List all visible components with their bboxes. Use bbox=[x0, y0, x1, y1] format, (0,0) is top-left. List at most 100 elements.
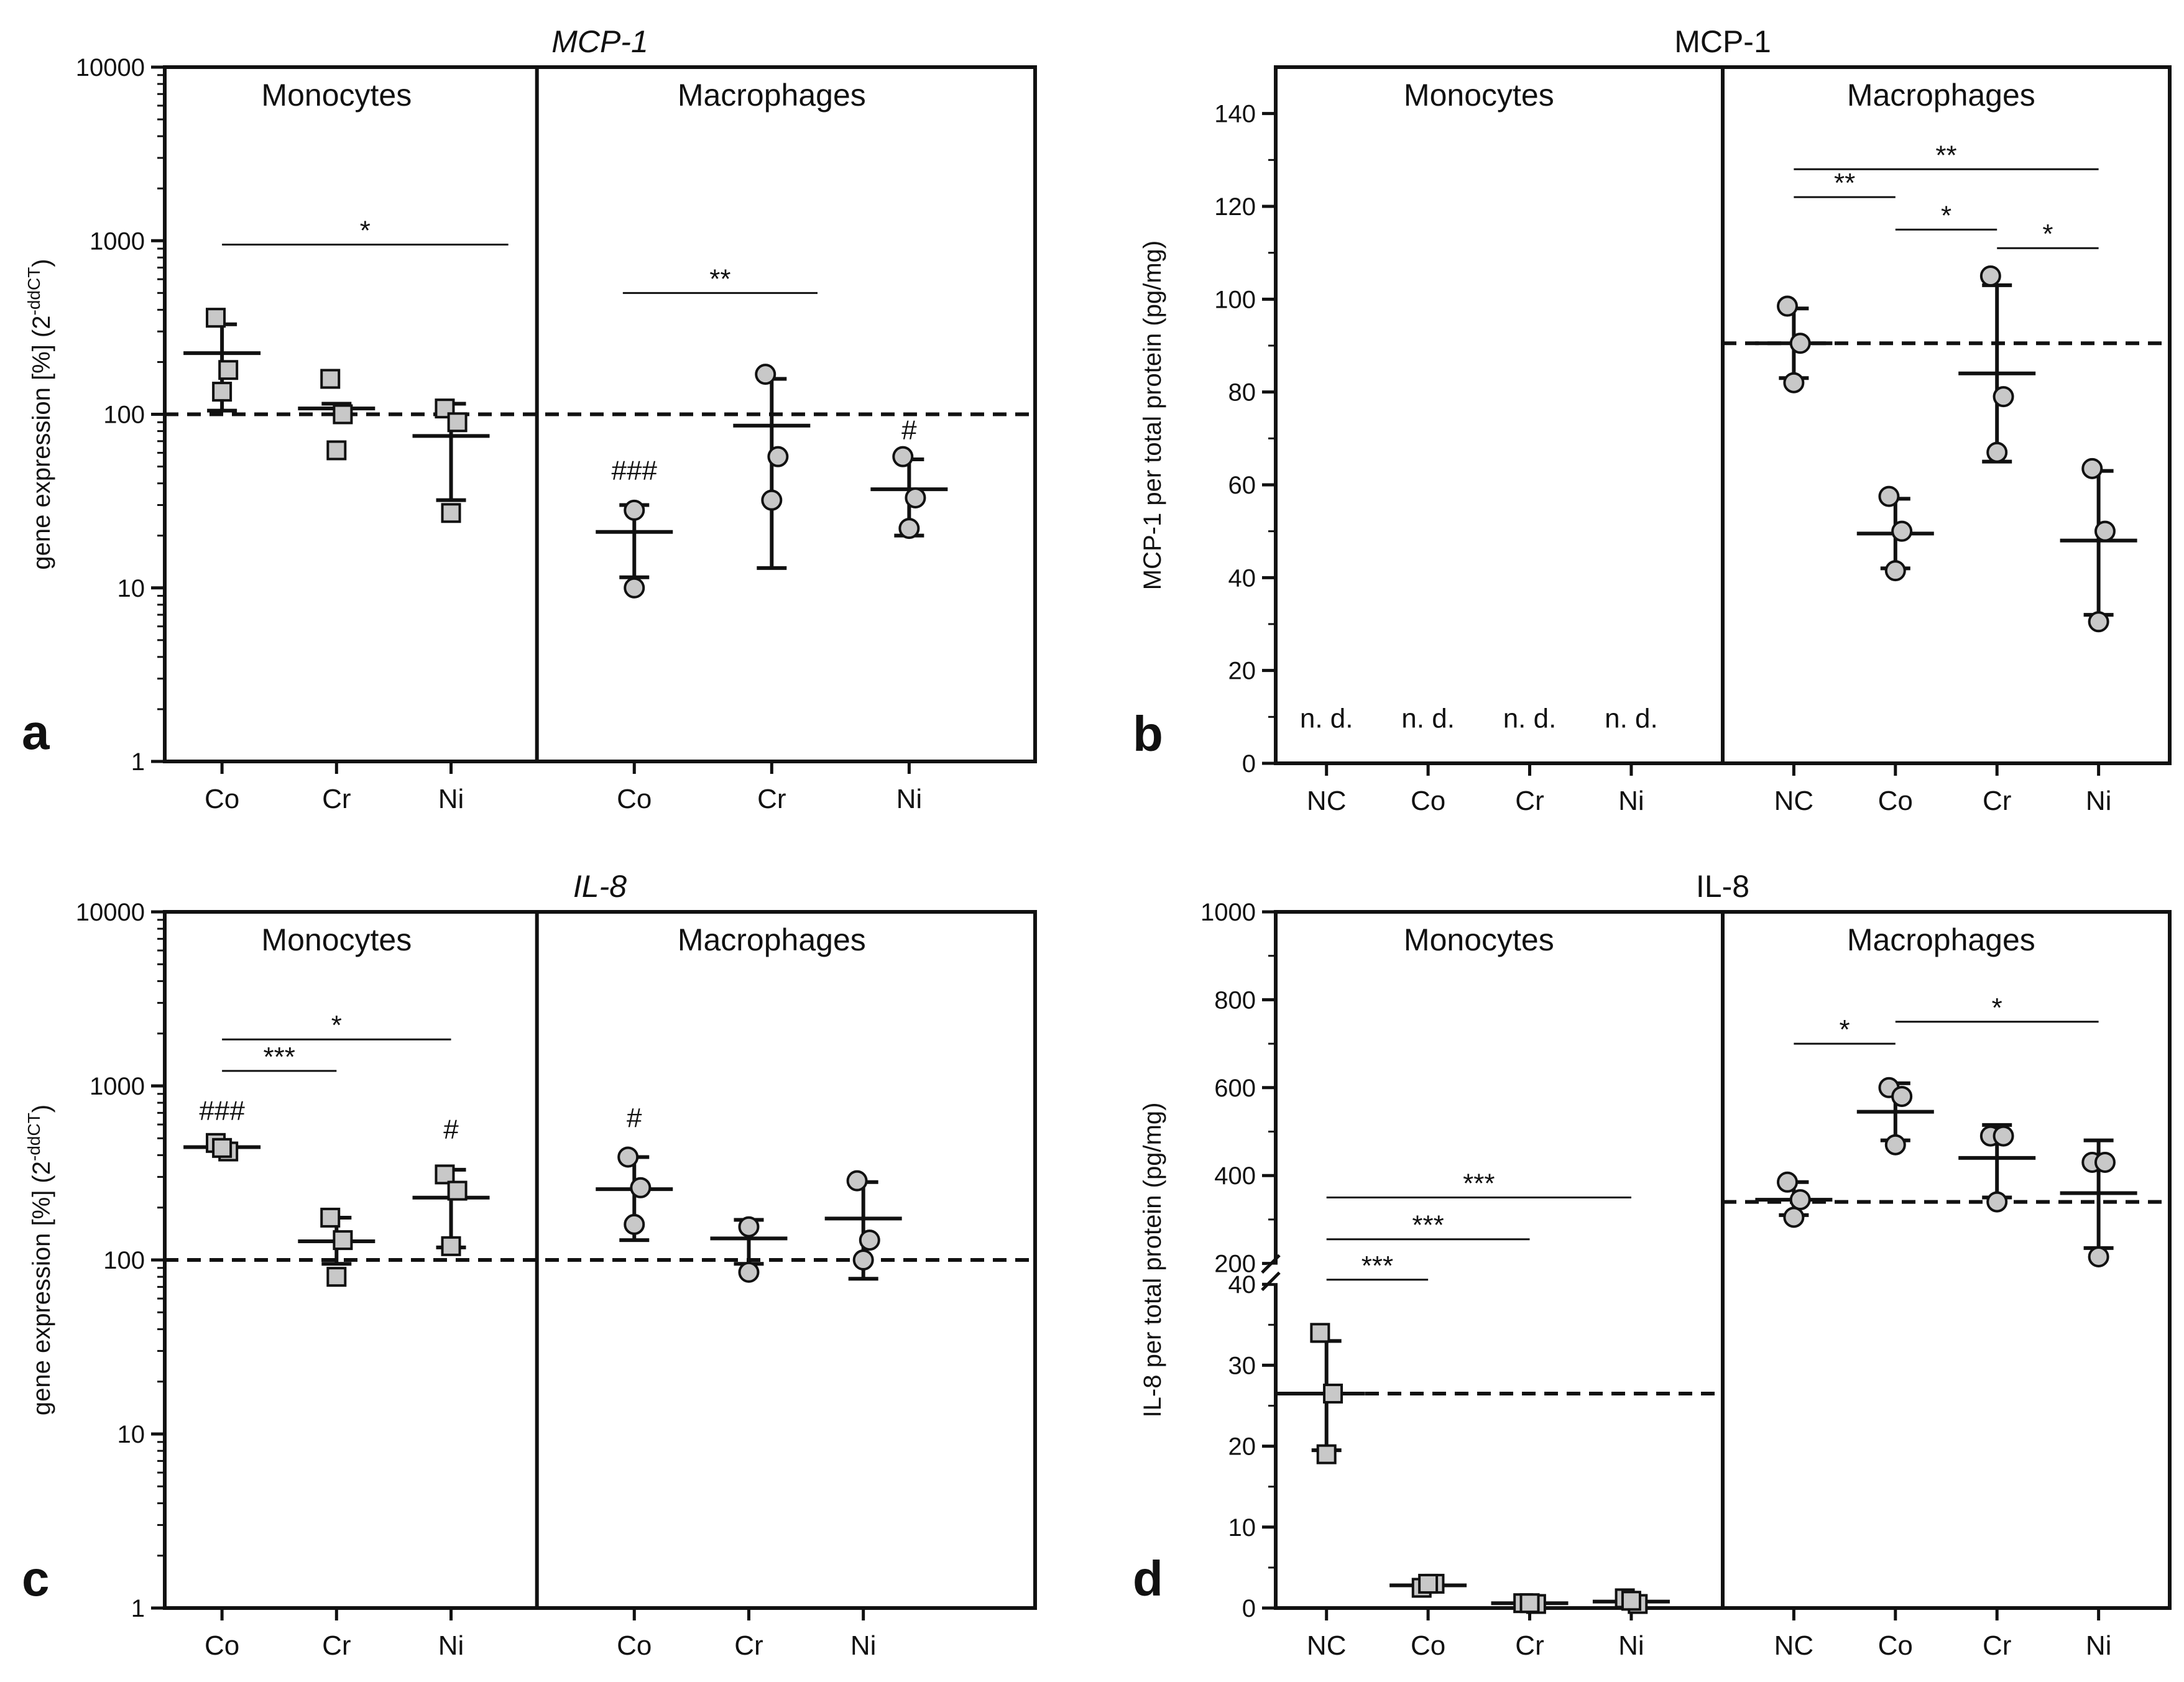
data-series bbox=[1592, 1588, 1670, 1614]
data-point-circle bbox=[1884, 560, 1906, 582]
y-tick-label: 10000 bbox=[76, 54, 145, 81]
data-point-square bbox=[447, 1180, 468, 1201]
group-label: Macrophages bbox=[1847, 78, 2035, 113]
data-series bbox=[1856, 1077, 1934, 1156]
significance-label: *** bbox=[1362, 1251, 1393, 1281]
data-point-circle bbox=[892, 446, 914, 467]
data-point-circle bbox=[2094, 520, 2116, 542]
y-tick-label: 400 bbox=[1214, 1162, 1256, 1190]
x-tick-label: NC bbox=[1307, 786, 1347, 816]
data-series bbox=[183, 1133, 261, 1162]
y-tick-label: 0 bbox=[1242, 750, 1256, 778]
data-point-square bbox=[326, 440, 347, 461]
data-point-circle bbox=[630, 1177, 652, 1198]
x-tick-label: Cr bbox=[322, 1630, 351, 1661]
x-tick-label: Ni bbox=[438, 1630, 464, 1661]
y-axis-label-tail: ) bbox=[28, 1105, 55, 1113]
not-detected-label: n. d. bbox=[1503, 704, 1557, 734]
x-tick-label: Co bbox=[1878, 786, 1913, 816]
data-point-circle bbox=[1789, 333, 1811, 354]
y-tick-label: 120 bbox=[1214, 193, 1256, 221]
chart-title: IL-8 bbox=[1696, 869, 1749, 904]
y-tick-label: 40 bbox=[1228, 564, 1256, 592]
annotation-label: ### bbox=[199, 1095, 245, 1126]
data-point-square bbox=[218, 360, 239, 380]
not-detected-label: n. d. bbox=[1401, 704, 1455, 734]
significance-label: ** bbox=[1834, 168, 1855, 198]
y-axis-label-tail: ) bbox=[28, 259, 55, 267]
group-label: Monocytes bbox=[261, 78, 412, 113]
group-label: Monocytes bbox=[1404, 922, 1554, 957]
panel-a: MCP-1 a Monocytes Macrophages 1 10 100 1000 1000… bbox=[22, 24, 1037, 814]
group-label: Macrophages bbox=[678, 922, 866, 957]
data-series bbox=[1491, 1593, 1569, 1614]
data-point-square bbox=[1316, 1444, 1337, 1464]
chart-title: IL-8 bbox=[573, 869, 627, 904]
annotation-label: # bbox=[443, 1114, 459, 1144]
chart-title: MCP-1 bbox=[1674, 24, 1771, 59]
y-axis-label-main: gene expression [%] (2 bbox=[28, 316, 55, 570]
panel-letter: c bbox=[22, 1551, 50, 1606]
y-axis: 0 20 40 60 80 100 120 140 bbox=[1214, 101, 1276, 778]
data-point-circle bbox=[2081, 457, 2103, 479]
y-tick-label: 1000 bbox=[1200, 899, 1256, 926]
y-tick-label: 800 bbox=[1214, 986, 1256, 1014]
data-point-circle bbox=[1993, 386, 2014, 408]
data-series bbox=[183, 308, 261, 413]
annotation-label: # bbox=[901, 415, 917, 445]
data-point-square bbox=[1310, 1323, 1330, 1343]
significance-bracket: ** bbox=[1794, 140, 2099, 170]
data-series bbox=[1856, 485, 1934, 582]
not-detected-label: n. d. bbox=[1300, 704, 1353, 734]
significance-label: *** bbox=[1463, 1169, 1495, 1199]
group-label: Macrophages bbox=[1847, 922, 2035, 957]
panel-letter: b bbox=[1133, 706, 1163, 761]
data-series bbox=[298, 1207, 376, 1287]
x-tick-label: Ni bbox=[1618, 786, 1644, 816]
x-tick-label: Ni bbox=[896, 784, 923, 814]
y-tick-label: 0 bbox=[1242, 1595, 1256, 1622]
data-series bbox=[1958, 265, 2036, 464]
data-point-square bbox=[447, 412, 468, 433]
data-point-circle bbox=[852, 1249, 874, 1271]
y-axis-label-sup: -ddCT bbox=[24, 1113, 44, 1161]
data-point-circle bbox=[1986, 441, 2008, 463]
data-point-circle bbox=[1986, 1191, 2008, 1213]
not-detected-label: n. d. bbox=[1605, 704, 1658, 734]
data-point-circle bbox=[617, 1146, 639, 1168]
significance-bracket: * bbox=[1997, 219, 2099, 249]
significance-label: * bbox=[1992, 993, 2002, 1023]
data-point-circle bbox=[1783, 1206, 1805, 1228]
data-point-square bbox=[1519, 1593, 1540, 1614]
y-tick-label: 100 bbox=[1214, 286, 1256, 313]
y-tick-label: 1000 bbox=[90, 227, 145, 255]
data-point-circle bbox=[1777, 295, 1799, 317]
data-series bbox=[733, 364, 811, 570]
data-series bbox=[412, 398, 490, 523]
x-tick-label: Ni bbox=[2086, 1630, 2112, 1661]
y-axis-label: IL-8 per total protein (pg/mg) bbox=[1139, 1103, 1166, 1418]
data-series bbox=[870, 446, 948, 540]
data-series bbox=[1389, 1573, 1467, 1598]
y-axis: 1 10 100 1000 10000 bbox=[76, 899, 165, 1622]
data-point-square bbox=[206, 308, 226, 328]
x-tick-label: Ni bbox=[1618, 1630, 1644, 1661]
data-point-circle bbox=[2088, 1246, 2109, 1267]
data-point-square bbox=[1323, 1383, 1343, 1404]
significance-bracket: *** bbox=[1326, 1210, 1530, 1241]
data-series bbox=[2060, 1138, 2137, 1267]
significance-bracket: * bbox=[222, 1010, 451, 1041]
group-label: Monocytes bbox=[1404, 78, 1554, 113]
data-point-square bbox=[320, 369, 341, 389]
data-point-circle bbox=[1884, 1134, 1906, 1156]
data-series bbox=[2060, 457, 2137, 633]
data-point-square bbox=[435, 398, 455, 419]
data-point-circle bbox=[738, 1261, 760, 1283]
data-point-circle bbox=[2094, 1151, 2116, 1173]
data-series bbox=[596, 499, 673, 599]
y-tick-label: 80 bbox=[1228, 379, 1256, 407]
y-axis-label: gene expression [%] (2-ddCT) bbox=[24, 259, 55, 569]
group-label: Macrophages bbox=[678, 78, 866, 113]
x-tick-label: Cr bbox=[1983, 786, 2011, 816]
x-tick-label: Co bbox=[205, 1630, 239, 1661]
